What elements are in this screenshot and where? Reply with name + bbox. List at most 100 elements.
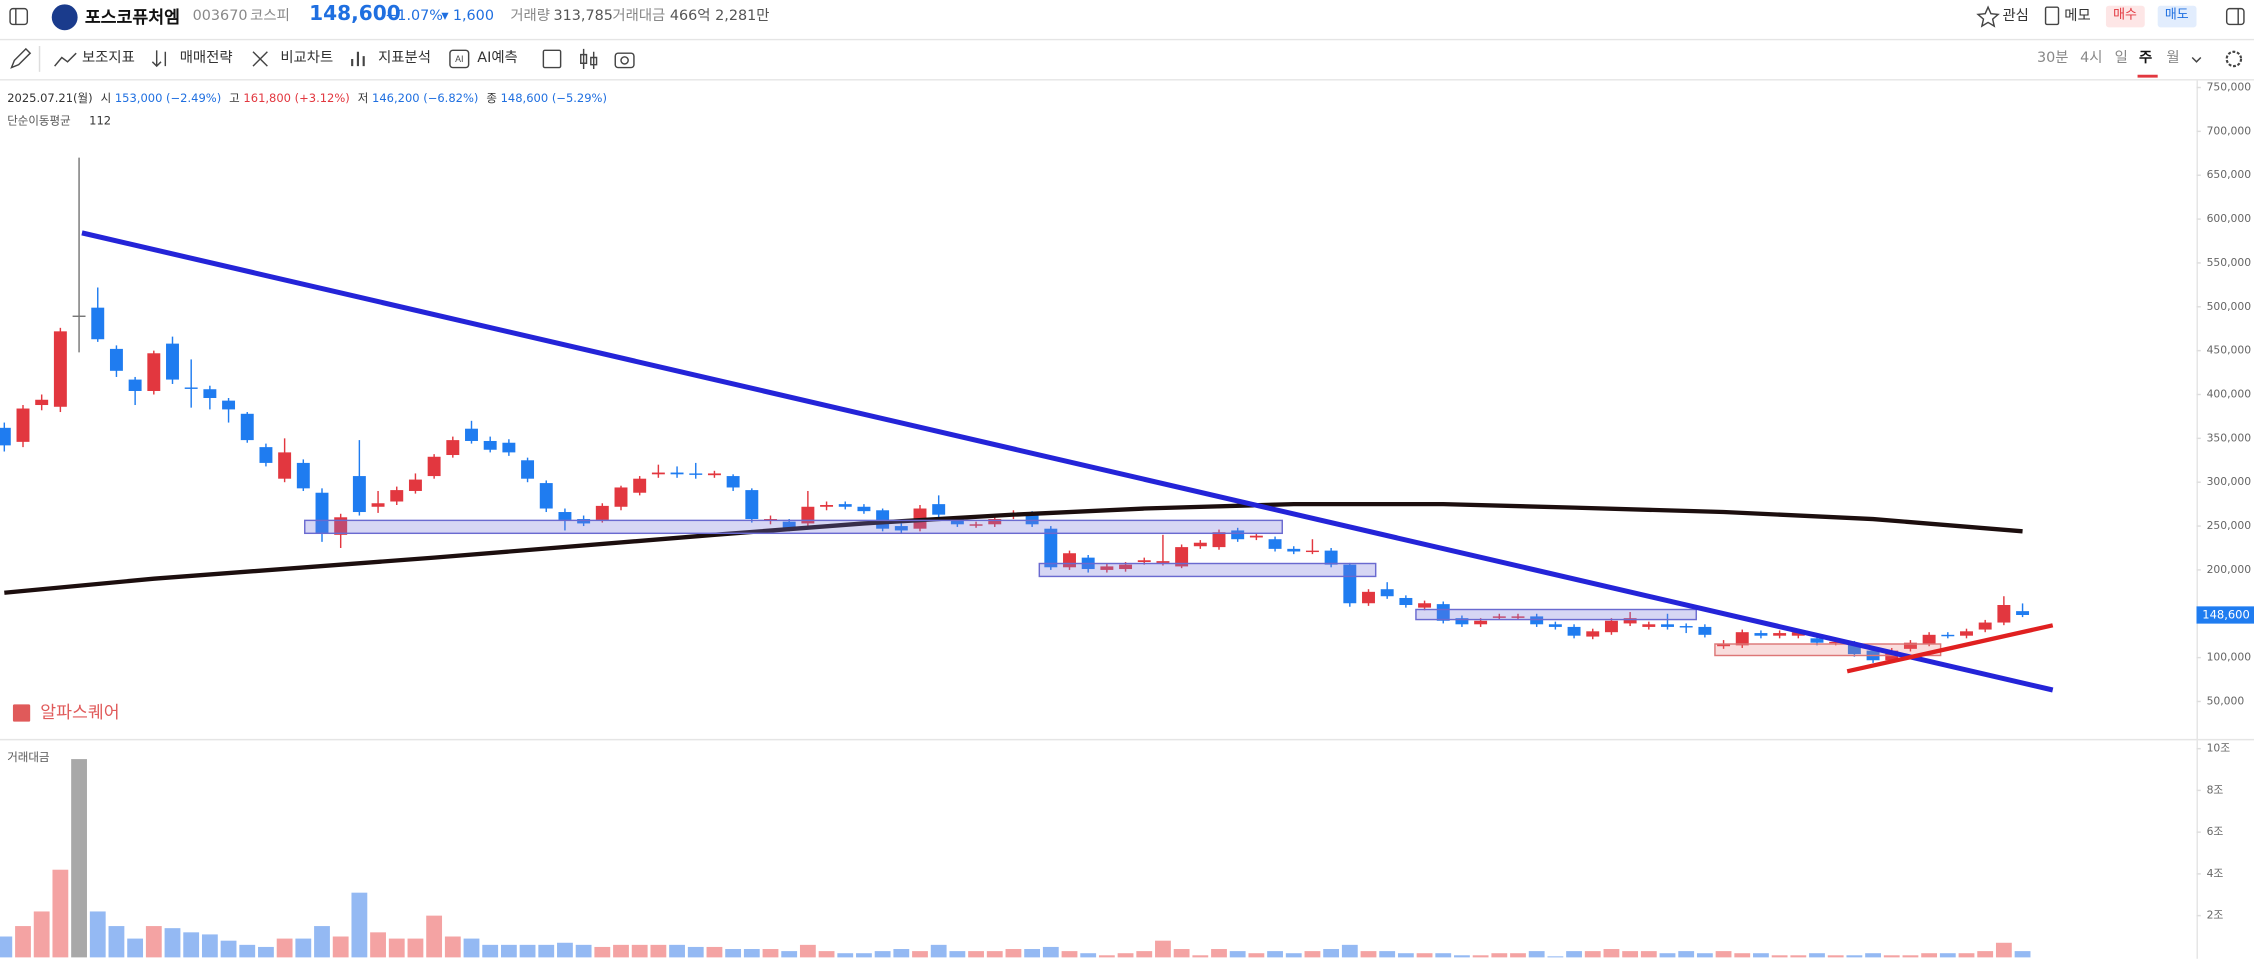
volume-bar bbox=[930, 944, 947, 958]
candle-body bbox=[726, 476, 740, 488]
watch-button[interactable]: 관심 bbox=[2002, 8, 2029, 25]
period-button[interactable]: 30분 bbox=[2036, 50, 2069, 67]
volume-bar bbox=[1790, 955, 1807, 958]
drawings bbox=[81, 230, 2054, 693]
candle-body bbox=[1810, 638, 1824, 643]
marks bbox=[0, 157, 2031, 958]
memo-icon[interactable] bbox=[2044, 6, 2060, 26]
candle-body bbox=[352, 476, 366, 513]
candle-body bbox=[53, 331, 67, 407]
candle-body bbox=[1324, 550, 1338, 565]
amount-label: 거래대금 bbox=[612, 8, 666, 25]
volume-bar bbox=[1865, 953, 1881, 958]
candle-icon[interactable] bbox=[580, 48, 598, 69]
candle-body bbox=[1137, 560, 1151, 563]
candle-body bbox=[1791, 632, 1805, 636]
volume-bar bbox=[463, 938, 480, 958]
volume-bar bbox=[1995, 942, 2012, 958]
star-icon[interactable] bbox=[1976, 5, 2000, 28]
ai-icon[interactable] bbox=[449, 49, 470, 69]
candle-body bbox=[1193, 542, 1207, 547]
sidebar-icon[interactable] bbox=[9, 7, 29, 26]
indicator-icon[interactable] bbox=[54, 52, 77, 67]
candle-body bbox=[1735, 632, 1749, 646]
volume-bar bbox=[1379, 951, 1396, 958]
candle-body bbox=[1661, 624, 1674, 627]
period-button[interactable]: 주 bbox=[2139, 50, 2153, 67]
volume-bar bbox=[1659, 953, 1676, 958]
chevron-icon[interactable] bbox=[2191, 56, 2202, 63]
candle-body bbox=[390, 490, 404, 502]
volume-bar bbox=[893, 949, 910, 958]
volume-bar bbox=[444, 936, 461, 958]
sell-button[interactable]: 매도 bbox=[2157, 5, 2196, 28]
volume-bar bbox=[912, 951, 928, 958]
candle-body bbox=[595, 505, 609, 520]
volume-bar bbox=[1211, 949, 1227, 958]
tool-button[interactable]: 보조지표 bbox=[81, 50, 135, 67]
candle-body bbox=[1922, 634, 1936, 644]
volume-bar bbox=[1435, 953, 1452, 958]
period-button[interactable]: 월 bbox=[2166, 50, 2180, 67]
volume-bar bbox=[164, 928, 181, 958]
volume-bar bbox=[295, 938, 312, 958]
volume-bar bbox=[1454, 955, 1470, 958]
volume-bar bbox=[687, 946, 704, 958]
volume-bar bbox=[1640, 951, 1657, 958]
period-button[interactable]: 4시 bbox=[2080, 50, 2103, 67]
candle-body bbox=[278, 452, 292, 479]
volume-label: 거래량 bbox=[510, 8, 551, 25]
candle-body bbox=[1604, 620, 1618, 633]
volume-bar bbox=[33, 911, 50, 958]
candle-body bbox=[109, 348, 123, 371]
pencil-icon[interactable] bbox=[10, 47, 32, 69]
candle-body bbox=[950, 519, 964, 525]
candle-body bbox=[1025, 513, 1039, 525]
tool-button[interactable]: 비교차트 bbox=[280, 50, 334, 67]
tool-button[interactable]: AI예측 bbox=[477, 50, 518, 67]
strategy-icon[interactable] bbox=[151, 50, 167, 68]
axis: 10조 8조 6조 4조 2조 750,000 700,000 650,000 600,000 5… bbox=[2196, 81, 2254, 922]
candle-body bbox=[1362, 591, 1375, 604]
shape-icon[interactable] bbox=[542, 49, 562, 69]
candle-body bbox=[465, 428, 478, 441]
analysis-icon[interactable] bbox=[351, 51, 365, 67]
period-button[interactable]: 일 bbox=[2114, 50, 2128, 67]
candle-body bbox=[334, 517, 348, 535]
candle-body bbox=[1773, 633, 1787, 636]
volume-bar bbox=[1809, 953, 1825, 958]
candle-body bbox=[371, 503, 385, 507]
candle-body bbox=[1418, 603, 1432, 608]
volume-bar bbox=[1491, 953, 1508, 958]
info-label: 저 bbox=[357, 92, 369, 105]
buy-button[interactable]: 매수 bbox=[2105, 5, 2145, 28]
volume-bar bbox=[743, 949, 760, 958]
volume-bar bbox=[351, 892, 368, 958]
candle-body bbox=[1305, 550, 1319, 553]
volume-bar bbox=[1510, 953, 1526, 958]
settings-icon[interactable] bbox=[2225, 50, 2243, 68]
volume-bar bbox=[1005, 949, 1022, 958]
candle-body bbox=[1436, 604, 1450, 621]
candle-body bbox=[1343, 564, 1357, 604]
volume-bar bbox=[1117, 953, 1134, 958]
info-date: 2025.07.21(월) bbox=[7, 92, 93, 105]
tool-button[interactable]: 매매전략 bbox=[179, 50, 233, 67]
volume-bar bbox=[818, 951, 835, 958]
candle-body bbox=[1754, 633, 1768, 636]
moving-average bbox=[4, 501, 2023, 595]
candle-body bbox=[1119, 564, 1133, 570]
candle-body bbox=[240, 413, 254, 441]
compare-icon[interactable] bbox=[252, 51, 268, 67]
ma-name: 단순이동평균 bbox=[7, 113, 70, 127]
camera-icon[interactable] bbox=[614, 52, 635, 69]
candle-body bbox=[1623, 618, 1637, 624]
tool-button[interactable]: 지표분석 bbox=[378, 50, 431, 67]
volume-bar bbox=[781, 951, 798, 958]
volume-bar bbox=[1528, 951, 1545, 958]
candle-body bbox=[296, 462, 310, 489]
volume-bar bbox=[986, 951, 1003, 958]
volume-bar bbox=[1584, 951, 1601, 958]
panel-icon[interactable] bbox=[2225, 7, 2245, 26]
memo-button[interactable]: 메모 bbox=[2064, 8, 2091, 25]
